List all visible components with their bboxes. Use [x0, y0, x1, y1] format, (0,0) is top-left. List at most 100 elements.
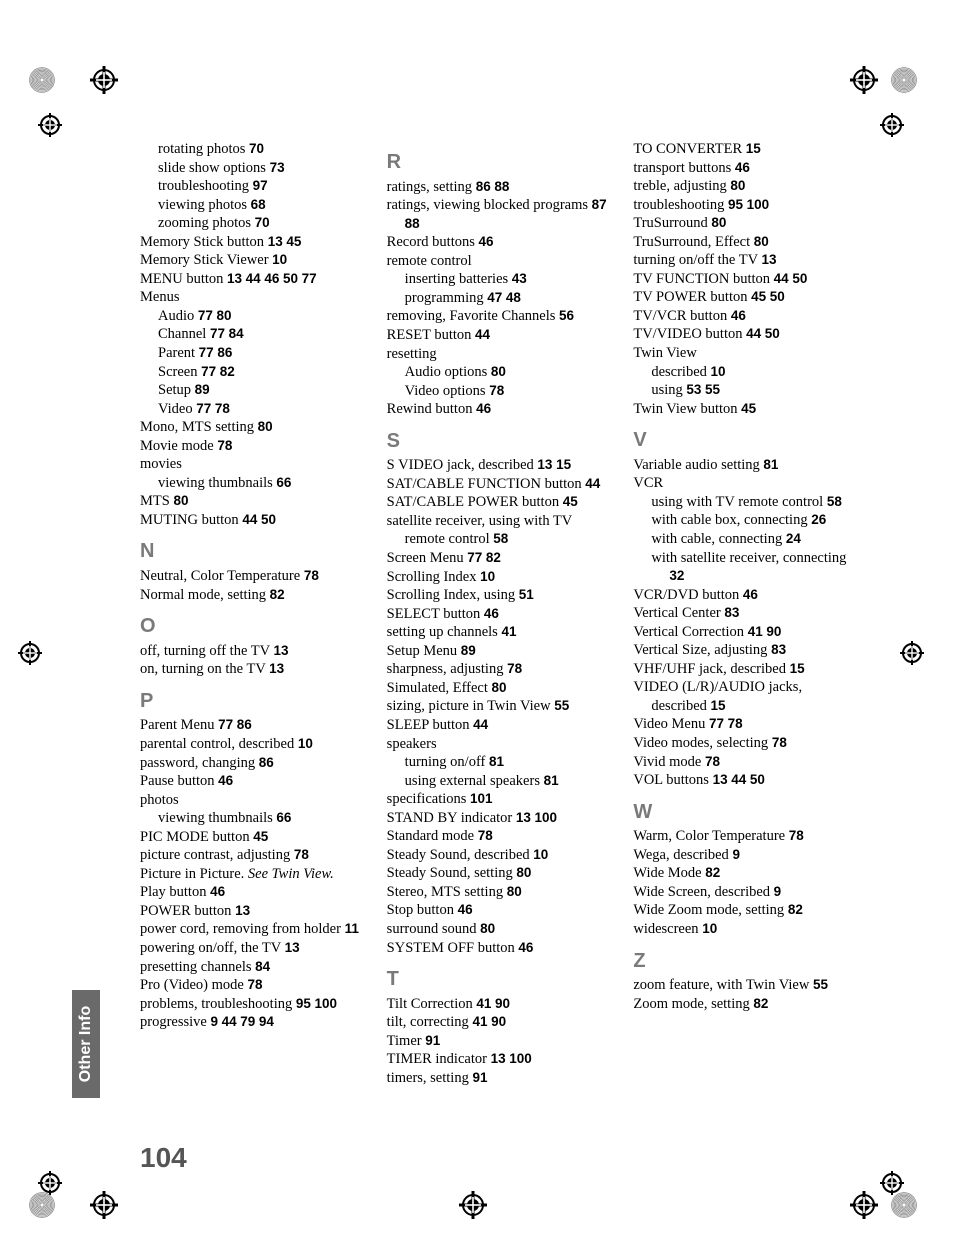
entry-text: Video	[158, 401, 193, 417]
entry-text: Parent Menu	[140, 717, 215, 733]
index-entry: S VIDEO jack, described 13 15	[387, 456, 614, 475]
index-entry: Memory Stick Viewer 10	[140, 251, 367, 270]
entry-text: Setup Menu	[387, 643, 457, 659]
entry-text: Zoom mode, setting	[633, 996, 749, 1012]
index-page: rotating photos 70slide show options 73t…	[140, 140, 860, 1087]
page-ref: 50	[792, 271, 807, 286]
page-ref: 13	[537, 457, 552, 472]
page-ref: 80	[491, 364, 506, 379]
page-ref: 44	[242, 512, 257, 527]
page-ref: 24	[786, 531, 801, 546]
entry-text: on, turning on the TV	[140, 661, 266, 677]
page-ref: 90	[495, 996, 510, 1011]
index-entry: Warm, Color Temperature 78	[633, 827, 860, 846]
index-entry: presetting channels 84	[140, 958, 367, 977]
index-entry: Wide Zoom mode, setting 82	[633, 901, 860, 920]
entry-text: presetting channels	[140, 959, 252, 975]
page-ref: 55	[705, 382, 720, 397]
entry-text: Setup	[158, 382, 191, 398]
page-ref: 41	[472, 1014, 487, 1029]
entry-text: Mono, MTS setting	[140, 419, 254, 435]
index-entry: SYSTEM OFF button 46	[387, 939, 614, 958]
page-ref: 50	[770, 289, 785, 304]
page-ref: 46	[218, 773, 233, 788]
index-entry: specifications 101	[387, 790, 614, 809]
entry-text: VOL buttons	[633, 772, 709, 788]
index-columns: rotating photos 70slide show options 73t…	[140, 140, 860, 1087]
entry-text: VHF/UHF jack, described	[633, 661, 786, 677]
page-ref: 97	[253, 178, 268, 193]
index-entry: using with TV remote control 58	[633, 493, 860, 512]
index-entry: Scrolling Index 10	[387, 568, 614, 587]
entry-text: surround sound	[387, 921, 477, 937]
page-ref: 44	[222, 1014, 237, 1029]
entry-text: POWER button	[140, 903, 231, 919]
entry-text: password, changing	[140, 755, 255, 771]
entry-text: Channel	[158, 326, 206, 342]
index-entry: MTS 80	[140, 492, 367, 511]
index-entry: Steady Sound, described 10	[387, 846, 614, 865]
entry-text: removing, Favorite Channels	[387, 308, 556, 324]
entry-text: ratings, viewing blocked programs	[387, 197, 588, 213]
entry-text: Video modes, selecting	[633, 735, 768, 751]
page-ref: 77	[210, 326, 225, 341]
index-entry: Play button 46	[140, 883, 367, 902]
entry-text: Neutral, Color Temperature	[140, 568, 300, 584]
page-ref: 15	[711, 698, 726, 713]
index-entry: powering on/off, the TV 13	[140, 939, 367, 958]
page-ref: 77	[196, 401, 211, 416]
entry-text: transport buttons	[633, 160, 731, 176]
index-entry: treble, adjusting 80	[633, 177, 860, 196]
entry-text: VCR	[633, 475, 663, 491]
page-ref: 70	[255, 215, 270, 230]
index-entry: zoom feature, with Twin View 55	[633, 976, 860, 995]
page-ref: 44	[774, 271, 789, 286]
entry-text: Standard mode	[387, 828, 474, 844]
page-ref: 46	[264, 271, 279, 286]
entry-text: speakers	[387, 736, 437, 752]
entry-text: Parent	[158, 345, 195, 361]
entry-text: zooming photos	[158, 215, 251, 231]
entry-text: troubleshooting	[158, 178, 249, 194]
entry-text: Tilt Correction	[387, 996, 473, 1012]
entry-text: Memory Stick button	[140, 234, 264, 250]
entry-text: Variable audio setting	[633, 457, 759, 473]
page-ref: 80	[492, 680, 507, 695]
index-entry: Timer 91	[387, 1032, 614, 1051]
page-ref: 9	[774, 884, 782, 899]
entry-text: progressive	[140, 1014, 207, 1030]
index-entry: progressive 9 44 79 94	[140, 1013, 367, 1032]
index-entry: off, turning off the TV 13	[140, 642, 367, 661]
section-heading: O	[140, 614, 367, 640]
index-column-2: Rratings, setting 86 88ratings, viewing …	[387, 140, 614, 1087]
index-entry: resetting	[387, 345, 614, 364]
page-ref: 46	[458, 902, 473, 917]
entry-text: Scrolling Index, using	[387, 587, 515, 603]
entry-text: Video options	[405, 383, 486, 399]
registration-mark-icon	[890, 1191, 918, 1224]
entry-text: MTS	[140, 493, 170, 509]
page-ref: 13	[273, 643, 288, 658]
page-ref: 10	[533, 847, 548, 862]
index-entry: Setup Menu 89	[387, 642, 614, 661]
index-entry: Vivid mode 78	[633, 753, 860, 772]
page-ref: 82	[486, 550, 501, 565]
entry-text: zoom feature, with Twin View	[633, 977, 809, 993]
entry-text: photos	[140, 792, 179, 808]
page-ref: 15	[556, 457, 571, 472]
entry-text: remote control	[387, 253, 472, 269]
page-ref: 77	[199, 345, 214, 360]
entry-text: setting up channels	[387, 624, 498, 640]
page-ref: 77	[467, 550, 482, 565]
page-ref: 78	[304, 568, 319, 583]
page-ref: 91	[425, 1033, 440, 1048]
page-ref: 80	[480, 921, 495, 936]
page-ref: 53	[686, 382, 701, 397]
registration-mark-icon	[28, 1191, 56, 1224]
index-entry: MUTING button 44 50	[140, 511, 367, 530]
index-entry: power cord, removing from holder 11	[140, 920, 367, 939]
index-entry: Parent Menu 77 86	[140, 716, 367, 735]
page-ref: 86	[217, 345, 232, 360]
page-ref: 51	[519, 587, 534, 602]
index-entry: Video options 78	[387, 382, 614, 401]
